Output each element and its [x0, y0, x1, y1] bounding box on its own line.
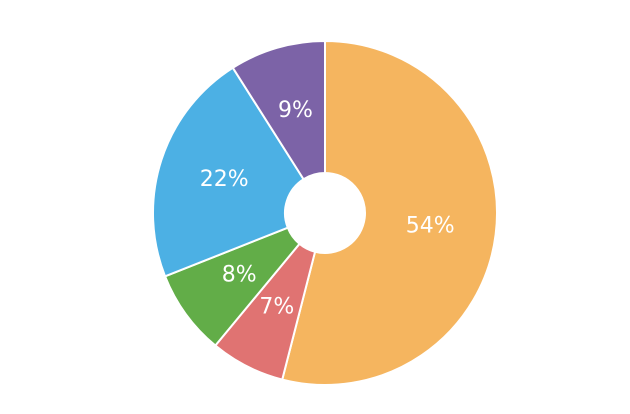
donut-slice — [231, 39, 326, 181]
donut-slice — [281, 39, 499, 386]
data-label: 22% — [200, 167, 249, 192]
data-label: 9% — [278, 98, 313, 123]
data-label: 54% — [406, 213, 455, 238]
data-label: 8% — [222, 262, 257, 287]
donut-slice — [152, 66, 305, 278]
data-label: 7% — [259, 294, 294, 319]
